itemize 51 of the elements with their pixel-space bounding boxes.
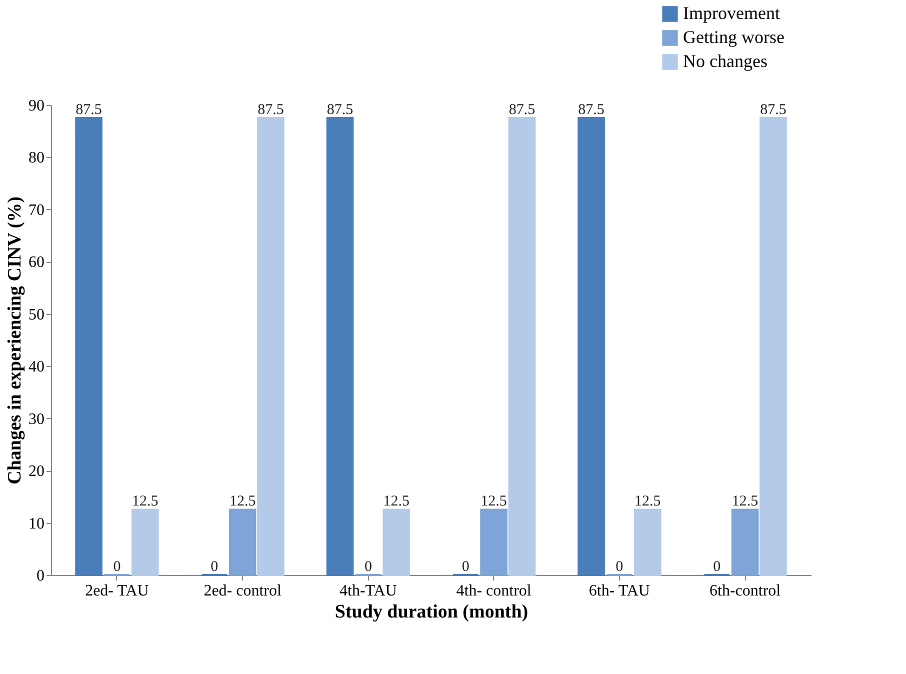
y-tick-label: 70 xyxy=(28,202,44,219)
bar xyxy=(634,508,662,576)
y-tick-label: 20 xyxy=(28,463,44,480)
y-tick-label: 30 xyxy=(28,410,44,428)
y-tick-label: 40 xyxy=(28,358,44,376)
data-label: 0 xyxy=(113,559,121,575)
data-label: 87.5 xyxy=(508,102,536,118)
x-axis-title: Study duration (month) xyxy=(334,602,528,622)
y-tick-label: 90 xyxy=(28,98,44,114)
bar xyxy=(228,508,256,576)
bar xyxy=(508,117,536,576)
bar xyxy=(578,117,605,576)
y-tick-label: 60 xyxy=(28,254,44,272)
y-tick-label: 10 xyxy=(28,515,44,532)
x-tick-label: 4th- control xyxy=(456,582,532,600)
data-label: 0 xyxy=(364,559,372,575)
legend-label: No changes xyxy=(683,51,768,71)
data-label: 87.5 xyxy=(258,102,284,118)
legend-label: Getting worse xyxy=(683,27,784,47)
data-label: 0 xyxy=(210,559,218,575)
bar xyxy=(75,117,102,576)
x-tick-label: 6th-control xyxy=(710,582,782,600)
data-label: 12.5 xyxy=(383,494,410,510)
legend-label: Improvement xyxy=(683,3,780,23)
x-tick-label: 2ed- control xyxy=(204,582,282,600)
bar xyxy=(760,117,787,576)
bar xyxy=(326,117,354,576)
data-label: 12.5 xyxy=(634,494,661,510)
x-tick-label: 4th-TAU xyxy=(340,582,398,600)
data-label: 0 xyxy=(462,559,470,575)
data-label: 12.5 xyxy=(229,494,256,510)
data-label: 12.5 xyxy=(132,494,158,510)
data-label: 87.5 xyxy=(578,102,604,118)
y-axis-title: Changes in experiencing CINV (%) xyxy=(4,196,26,484)
bar xyxy=(131,508,159,576)
bar xyxy=(257,117,284,576)
y-tick-label: 0 xyxy=(36,568,44,584)
y-tick-label: 80 xyxy=(28,150,44,167)
data-label: 0 xyxy=(616,559,624,575)
y-tick-label: 50 xyxy=(28,306,44,324)
data-label: 87.5 xyxy=(76,102,102,118)
bar xyxy=(731,508,759,576)
x-tick-label: 2ed- TAU xyxy=(85,582,150,600)
x-tick-label: 6th- TAU xyxy=(588,582,650,600)
data-label: 12.5 xyxy=(732,494,758,510)
data-label: 12.5 xyxy=(480,494,507,510)
bar xyxy=(480,508,508,576)
data-label: 87.5 xyxy=(760,102,786,118)
bar xyxy=(382,508,410,576)
data-label: 87.5 xyxy=(326,102,354,118)
data-label: 0 xyxy=(713,559,721,575)
